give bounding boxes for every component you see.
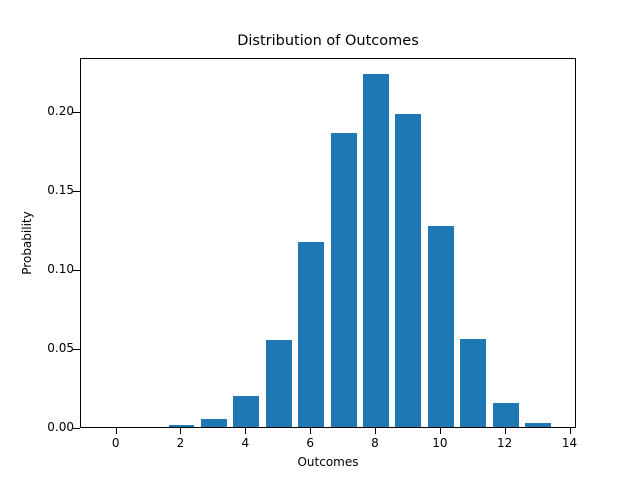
plot-area [80, 58, 576, 428]
y-tick-label: 0.05 [47, 340, 74, 355]
x-tick-label: 6 [306, 436, 314, 450]
y-tick-label: 0.00 [47, 420, 74, 434]
y-tick-label: 0.20 [47, 103, 74, 118]
y-tick [73, 348, 80, 350]
y-tick-label: 0.15 [47, 182, 74, 197]
y-tick [73, 428, 80, 429]
y-tick [73, 190, 80, 192]
x-tick [375, 428, 376, 434]
bar-3 [200, 419, 227, 427]
x-tick [439, 428, 441, 434]
bar-4 [233, 396, 260, 427]
x-tick-label: 12 [497, 436, 513, 450]
chart-title: Distribution of Outcomes [237, 33, 419, 49]
x-tick-label: 8 [371, 436, 379, 450]
bar-9 [395, 113, 422, 427]
x-axis-label: Outcomes [297, 455, 359, 469]
bar-6 [298, 242, 325, 427]
y-axis-label: Probability [20, 211, 34, 275]
bar-12 [492, 403, 519, 427]
bar-11 [460, 339, 487, 427]
bar-5 [265, 340, 292, 427]
x-tick [180, 428, 182, 434]
y-tick-label: 0.10 [47, 261, 74, 276]
x-tick-label: 0 [111, 436, 120, 450]
y-tick [73, 269, 80, 271]
bar-8 [363, 74, 389, 427]
x-tick [245, 428, 247, 434]
bar-7 [330, 132, 357, 427]
x-tick [569, 428, 571, 434]
bar-2 [168, 425, 195, 427]
x-tick [115, 428, 117, 434]
y-tick [73, 111, 80, 113]
bar-10 [427, 226, 454, 427]
x-tick [504, 428, 506, 434]
x-tick-label: 10 [432, 436, 448, 450]
x-tick-label: 4 [241, 436, 250, 450]
x-tick-label: 2 [176, 436, 185, 450]
x-tick-label: 14 [561, 436, 578, 450]
x-tick [310, 428, 312, 434]
bar-13 [525, 423, 552, 427]
